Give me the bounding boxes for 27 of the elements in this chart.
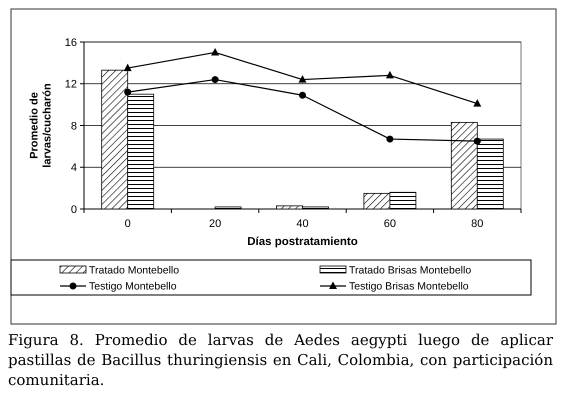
point xyxy=(298,75,306,83)
point xyxy=(124,88,132,96)
legend-label: Testigo Brisas Montebello xyxy=(349,280,469,293)
x-tick-label: 20 xyxy=(208,218,222,230)
x-tick-label: 0 xyxy=(124,218,131,230)
point xyxy=(299,92,306,99)
legend-label: Tratado Brisas Montebello xyxy=(349,264,472,277)
y-tick-label: 0 xyxy=(70,204,77,216)
legend-label: Testigo Montebello xyxy=(89,280,177,293)
point xyxy=(124,64,132,72)
x-tick-label: 60 xyxy=(384,218,396,230)
x-tick-label: 40 xyxy=(296,218,309,230)
y-axis-title: Promedio de larvas/cucharón xyxy=(28,83,54,168)
y-tick-label: 12 xyxy=(64,78,77,91)
legend-label: Tratado Montebello xyxy=(89,264,180,277)
text: Figura 8. Promedio de larvas de Aedes aegypti luego de aplicar pastillas de Bacillus thuringiensis en Cali, Colombia, con participación comunitaria. xyxy=(8,330,553,390)
point xyxy=(386,136,394,143)
point xyxy=(212,76,219,84)
y-tick-label: 16 xyxy=(64,36,77,49)
point xyxy=(474,138,481,145)
y-tick-label: 8 xyxy=(70,120,77,132)
y-tick-label: 4 xyxy=(70,162,77,174)
x-tick-label: 80 xyxy=(471,218,484,230)
point xyxy=(473,99,482,107)
point xyxy=(386,70,394,78)
point xyxy=(211,48,220,56)
x-axis-title: Días postratamiento xyxy=(247,236,358,248)
